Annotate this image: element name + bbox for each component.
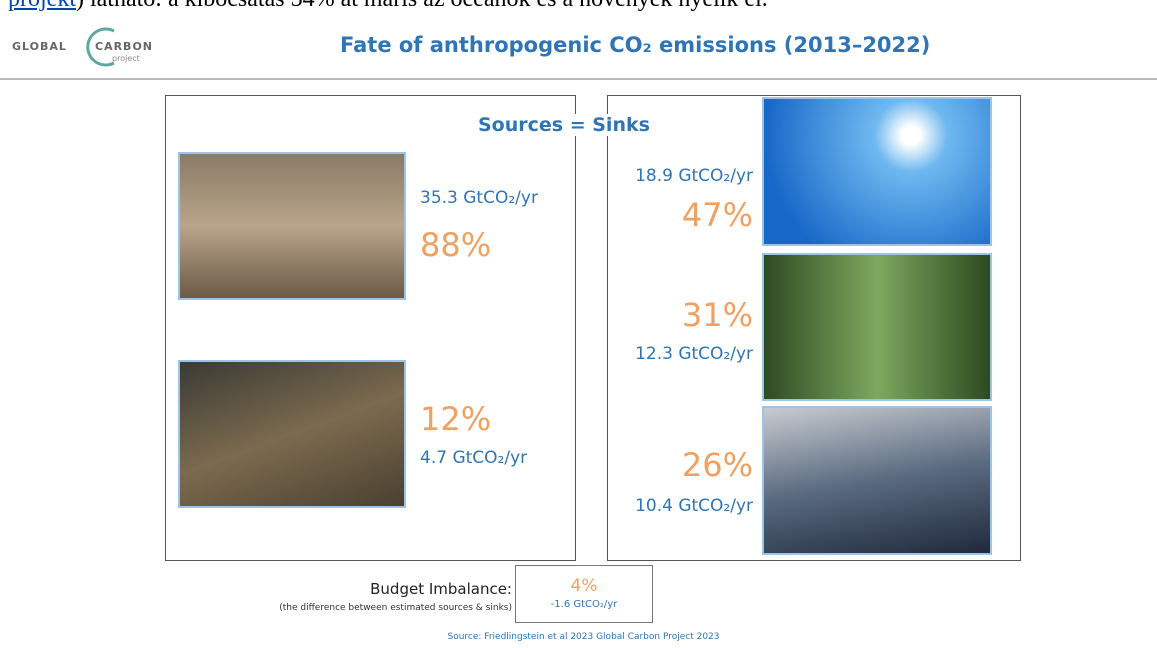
title: Fate of anthropogenic CO₂ emissions (201…	[340, 33, 930, 57]
intro-line: projekt) látható: a kibocsátás 54% át má…	[8, 0, 768, 13]
page: projekt) látható: a kibocsátás 54% át má…	[0, 0, 1157, 648]
intro-text: ) látható: a kibocsátás 54% át máris az …	[76, 0, 768, 12]
divider	[0, 78, 1157, 80]
share: 31%	[682, 296, 753, 334]
amount: 18.9 GtCO₂/yr	[635, 166, 753, 186]
forest-image	[762, 253, 992, 401]
imbalance-label: Budget Imbalance:	[370, 580, 512, 598]
amount: 12.3 GtCO₂/yr	[635, 344, 753, 364]
amount: -1.6 GtCO₂/yr	[516, 599, 652, 610]
logo-word: GLOBAL	[12, 40, 67, 53]
imbalance-box: 4% -1.6 GtCO₂/yr	[515, 565, 653, 623]
intro-link[interactable]: projekt	[8, 0, 76, 12]
sky-image	[762, 97, 992, 246]
amount: 10.4 GtCO₂/yr	[635, 496, 753, 516]
share: 4%	[516, 576, 652, 596]
amount: 35.3 GtCO₂/yr	[420, 188, 538, 208]
share: 88%	[420, 226, 491, 264]
share: 26%	[682, 446, 753, 484]
imbalance-note: (the difference between estimated source…	[279, 603, 512, 613]
deforestation-image	[178, 360, 406, 508]
share: 12%	[420, 400, 491, 438]
share: 47%	[682, 196, 753, 234]
source-note: Source: Friedlingstein et al 2023 Global…	[0, 632, 1157, 642]
smokestack-image	[178, 152, 406, 300]
amount: 4.7 GtCO₂/yr	[420, 448, 527, 468]
ocean-image	[762, 406, 992, 555]
logo-word: project	[112, 54, 140, 63]
logo-word: CARBON	[95, 40, 153, 53]
equation: Sources = Sinks	[478, 114, 650, 136]
